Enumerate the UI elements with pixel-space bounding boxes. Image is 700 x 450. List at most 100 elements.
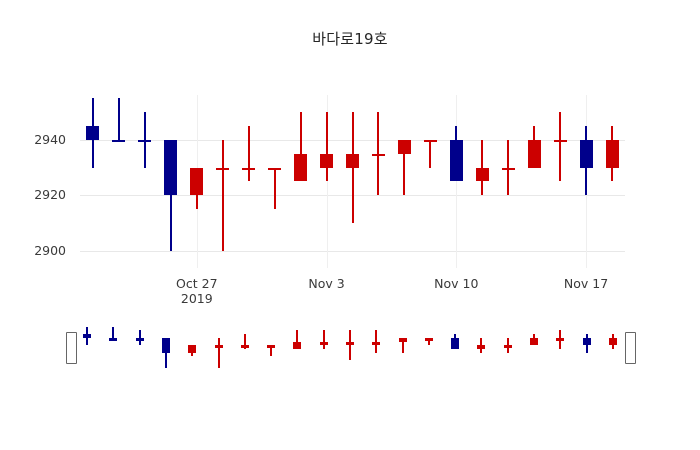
candlestick[interactable] <box>294 95 308 268</box>
navigator-candlestick-body <box>477 345 486 349</box>
candlestick[interactable] <box>268 95 282 268</box>
navigator-candlestick-body <box>214 345 223 349</box>
navigator-candlestick-body <box>240 345 249 349</box>
navigator-candlestick <box>346 318 354 378</box>
navigator-candlestick <box>293 318 302 378</box>
candlestick-body <box>605 139 619 168</box>
candlestick-wick <box>403 139 406 196</box>
navigator-candlestick-body <box>346 341 354 346</box>
navigator-candlestick-body <box>372 341 381 345</box>
candlestick-body <box>346 153 359 168</box>
candlestick[interactable] <box>371 95 385 268</box>
candlestick[interactable] <box>112 95 126 268</box>
navigator-candlestick-body <box>188 345 197 353</box>
x-axis-tick-label: Nov 10 <box>434 276 478 291</box>
navigator-candlestick-body <box>503 345 512 349</box>
candlestick-wick <box>481 139 484 196</box>
navigator-candlestick-body <box>608 337 617 346</box>
candlestick[interactable] <box>449 95 463 268</box>
candlestick-body <box>164 139 178 196</box>
navigator-candlestick <box>608 318 617 378</box>
y-axis-tick-label: 2900 <box>34 243 66 259</box>
candlestick-body <box>527 139 541 168</box>
navigator-candlestick-body <box>267 345 276 349</box>
navigator-candlestick <box>582 318 591 378</box>
navigator-candlestick-wick <box>112 326 115 338</box>
x-tick-year: 2019 <box>180 291 213 306</box>
candlestick[interactable] <box>242 95 256 268</box>
x-axis-tick-label: Oct 27 2019 <box>176 276 218 306</box>
candlestick-wick <box>143 111 146 168</box>
navigator-candlestick-wick <box>296 330 299 349</box>
candlestick-body <box>553 139 567 142</box>
navigator-candlestick-wick <box>270 345 273 357</box>
navigator-candlestick-body <box>530 337 538 346</box>
navigator-candlestick-wick <box>480 337 483 353</box>
navigator-candlestick-body <box>582 337 591 346</box>
candlestick[interactable] <box>320 95 334 268</box>
candlestick[interactable] <box>527 95 541 268</box>
navigator-candlestick-body <box>451 337 460 349</box>
candlestick-body <box>371 153 385 156</box>
navigator-candlestick <box>109 318 118 378</box>
candlestick-body <box>138 139 152 142</box>
navigator-candlestick <box>372 318 381 378</box>
navigator-candlestick <box>319 318 328 378</box>
candlestick-wick <box>325 111 328 182</box>
candlestick-body <box>423 139 437 142</box>
navigator-candlestick <box>240 318 249 378</box>
navigator-candlestick-body <box>293 341 302 349</box>
candlestick[interactable] <box>216 95 230 268</box>
candlestick[interactable] <box>605 95 619 268</box>
navigator-candlestick <box>83 318 92 378</box>
navigator-candlestick-body <box>556 337 565 341</box>
x-tick-date: Oct 27 <box>176 276 218 291</box>
navigator-candlestick <box>188 318 197 378</box>
navigator-candlestick-wick <box>243 334 246 349</box>
candlestick[interactable] <box>579 95 593 268</box>
candlestick-wick <box>221 139 224 252</box>
navigator-candlestick <box>530 318 538 378</box>
candlestick[interactable] <box>553 95 567 268</box>
navigator-candlestick-wick <box>322 330 325 349</box>
candlestick-body <box>579 139 593 168</box>
candlestick-body <box>112 139 126 142</box>
x-axis-tick-label: Nov 17 <box>564 276 608 291</box>
range-start-handle[interactable] <box>66 332 77 364</box>
candlestick[interactable] <box>86 95 100 268</box>
candlestick-wick <box>169 139 172 252</box>
navigator-candlestick <box>267 318 276 378</box>
candlestick[interactable] <box>346 95 359 268</box>
range-end-handle[interactable] <box>625 332 636 364</box>
candlestick-body <box>216 167 230 170</box>
x-tick-date: Nov 3 <box>308 276 345 291</box>
candlestick[interactable] <box>138 95 152 268</box>
candlestick-body <box>268 167 282 170</box>
y-axis-tick-label: 2940 <box>34 131 66 147</box>
navigator-candlestick <box>162 318 170 378</box>
candlestick-body <box>449 139 463 182</box>
navigator-candlestick <box>398 318 407 378</box>
candlestick-wick <box>351 111 354 224</box>
navigator-candlestick-body <box>83 334 92 338</box>
candlestick-body <box>475 167 489 182</box>
navigator-candlestick-wick <box>375 330 378 353</box>
navigator-candlestick-wick <box>138 330 141 346</box>
candlestick-wick <box>559 111 562 182</box>
candlestick[interactable] <box>501 95 515 268</box>
navigator-candlestick-wick <box>401 337 404 353</box>
navigator-candlestick-wick <box>165 337 167 368</box>
navigator-candlestick-body <box>162 337 170 353</box>
navigator-candlestick-body <box>135 337 144 341</box>
navigator-candlestick <box>477 318 486 378</box>
candlestick[interactable] <box>397 95 411 268</box>
y-gridline <box>80 251 625 253</box>
candlestick-body <box>190 167 204 196</box>
candlestick[interactable] <box>164 95 178 268</box>
candlestick[interactable] <box>475 95 489 268</box>
candlestick[interactable] <box>190 95 204 268</box>
candlestick-wick <box>507 139 510 196</box>
candlestick[interactable] <box>423 95 437 268</box>
range-navigator[interactable] <box>60 318 640 378</box>
candlestick-wick <box>429 139 432 168</box>
